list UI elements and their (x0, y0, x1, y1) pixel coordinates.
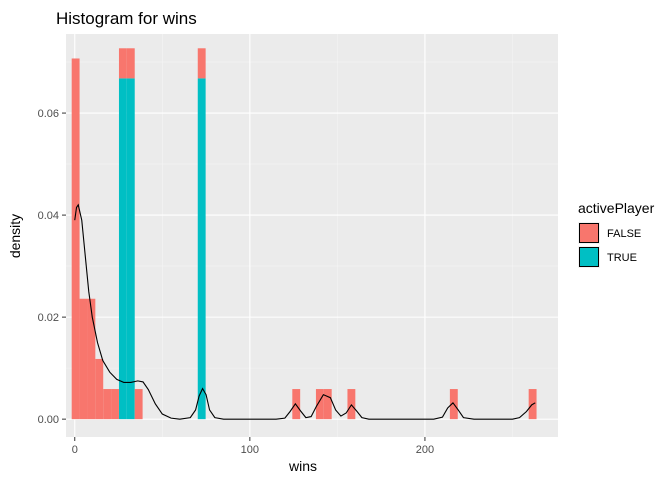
major-gridlines (66, 34, 558, 437)
legend: activePlayer FALSE TRUE (578, 200, 655, 268)
bar-false (323, 389, 332, 420)
bar-false (71, 58, 80, 420)
bar-true (197, 78, 206, 420)
legend-label-false: FALSE (607, 228, 641, 240)
bar-false (134, 389, 143, 420)
bar-false (95, 358, 104, 420)
minor-gridlines (66, 34, 558, 437)
x-tick-label: 0 (72, 444, 78, 456)
x-axis: 0 100 200 (72, 437, 434, 456)
y-tick-label: 0.06 (38, 108, 59, 120)
bar-true (126, 78, 135, 420)
y-tick-label: 0.00 (38, 414, 59, 426)
bar-false (79, 298, 88, 420)
bar-false (87, 298, 96, 420)
legend-title: activePlayer (578, 200, 655, 216)
legend-label-true: TRUE (607, 252, 637, 264)
bar-false (197, 48, 206, 79)
bar-true (118, 78, 127, 420)
x-tick-label: 100 (241, 444, 259, 456)
bar-false (315, 389, 324, 420)
bar-false (126, 48, 135, 79)
bar-false (103, 389, 112, 420)
legend-swatch-false (579, 223, 599, 243)
chart-title: Histogram for wins (56, 9, 197, 28)
plot-panel (66, 34, 558, 437)
bar-false (111, 389, 119, 420)
legend-swatch-true (579, 247, 599, 267)
x-axis-title: wins (288, 458, 317, 474)
y-tick-label: 0.02 (38, 312, 59, 324)
bar-false (118, 48, 127, 79)
y-tick-label: 0.04 (38, 210, 59, 222)
y-axis: 0.00 0.02 0.04 0.06 (38, 108, 66, 426)
bar-false (292, 389, 301, 420)
x-tick-label: 200 (416, 444, 434, 456)
density-curve (74, 203, 536, 420)
y-axis-title: density (7, 214, 23, 258)
